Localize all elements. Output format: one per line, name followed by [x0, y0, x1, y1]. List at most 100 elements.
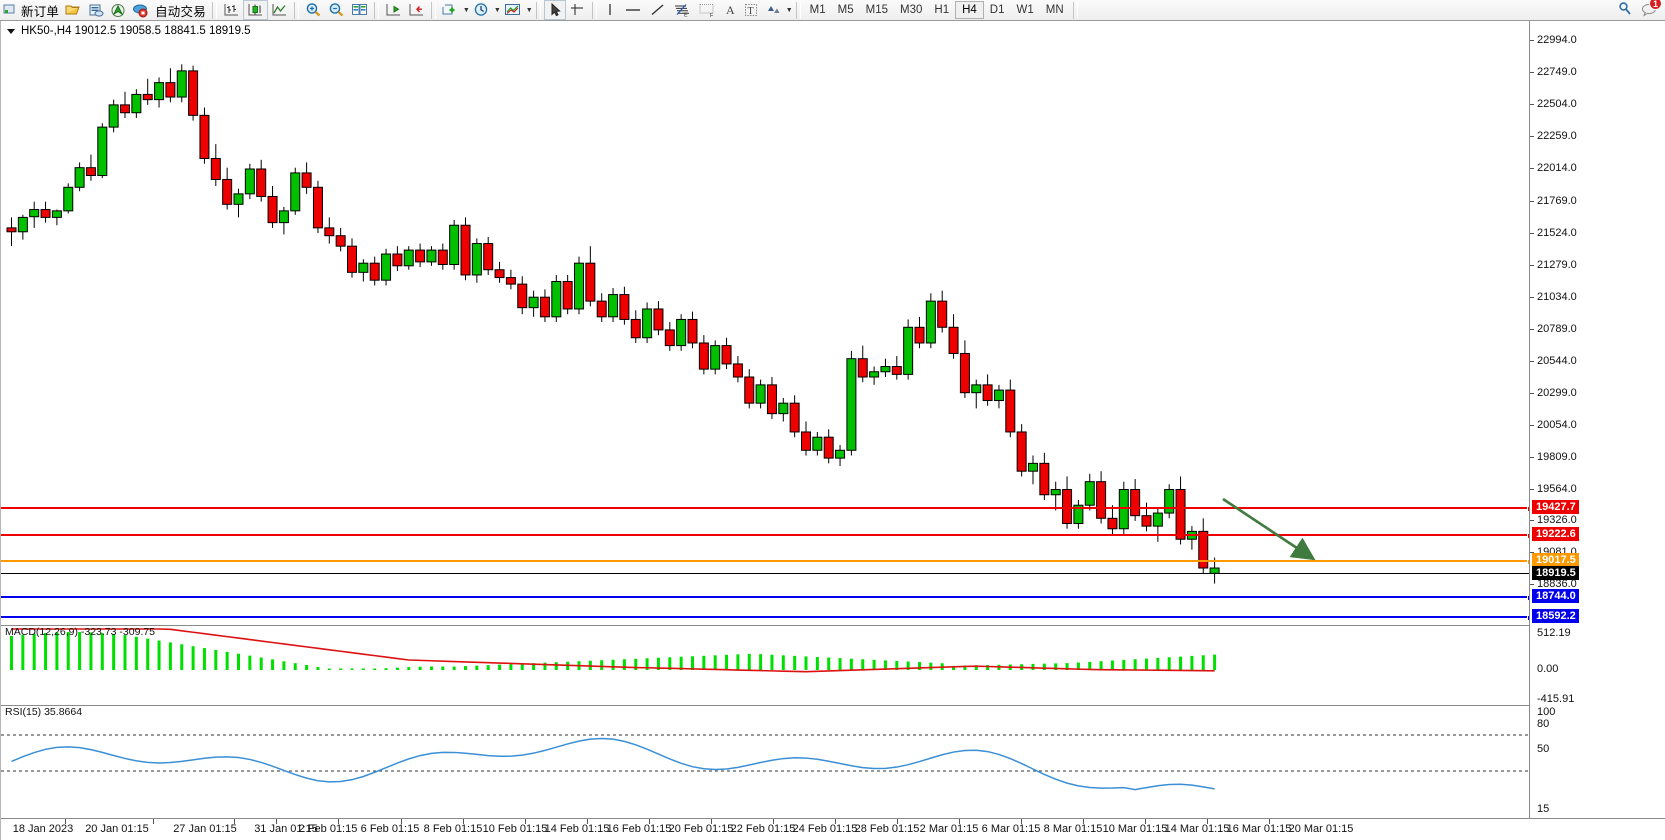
line-drag-handle[interactable]: [1527, 559, 1529, 566]
price-badge-support-line[interactable]: 18592.2: [1532, 609, 1579, 624]
chart-window[interactable]: HK50-,H4 19012.5 19058.5 18841.5 18919.5…: [0, 21, 1665, 840]
timeframe-m15[interactable]: M15: [865, 4, 889, 16]
autotrading-label: 自动交易: [155, 4, 206, 19]
indicators-dropdown-caret[interactable]: ▼: [462, 6, 470, 14]
horizontal-line-icon[interactable]: [620, 0, 646, 20]
resistance-line[interactable]: [1, 505, 1529, 512]
templates-dropdown-caret[interactable]: ▼: [525, 6, 533, 14]
timeframe-m30[interactable]: M30: [900, 4, 923, 16]
time-tick-label: 27 Jan 01:15: [173, 823, 237, 835]
timeframe-m1[interactable]: M1: [809, 4, 826, 16]
time-tick-mark: [773, 819, 774, 824]
time-tick-mark: [711, 819, 712, 824]
time-tick-mark: [1207, 819, 1208, 824]
price-tick-label: 22259.0: [1530, 130, 1577, 142]
notification-badge: 1: [1649, 0, 1662, 10]
time-axis[interactable]: 18 Jan 2023 20 Jan 01:15 27 Jan 01:15 31 Ja…: [1, 818, 1665, 840]
fibonacci-icon[interactable]: E: [670, 0, 694, 20]
toolbar-divider: [211, 1, 217, 19]
collapse-triangle-icon[interactable]: [7, 28, 15, 34]
trend-arrow-annotation[interactable]: [1, 21, 1529, 621]
time-tick-label: 6 Mar 01:15: [981, 823, 1041, 835]
toolbar-divider-5: [535, 1, 541, 19]
timeframe-mn[interactable]: MN: [1045, 4, 1064, 16]
price-tick-label: 22014.0: [1530, 162, 1577, 174]
folder-icon[interactable]: [62, 0, 85, 20]
cursor-icon[interactable]: [543, 0, 566, 20]
time-tick-mark: [234, 819, 235, 824]
price-badge-ask-line[interactable]: 19017.5: [1532, 553, 1579, 568]
time-tick-mark: [649, 819, 650, 824]
time-tick-label: 10 Feb 01:15: [482, 823, 548, 835]
data-window-icon[interactable]: [85, 0, 107, 20]
search-icon[interactable]: [1617, 1, 1633, 20]
periods-icon[interactable]: [470, 0, 493, 20]
resistance-line[interactable]: [1, 532, 1529, 539]
templates-icon[interactable]: [501, 0, 525, 20]
shapes-icon[interactable]: [762, 0, 785, 20]
support-line[interactable]: [1, 595, 1529, 602]
timeframe-d1[interactable]: D1: [989, 4, 1005, 16]
timeframe-w1[interactable]: W1: [1016, 4, 1034, 16]
price-tick-label: 20299.0: [1530, 387, 1577, 399]
price-badge-resistance-line[interactable]: 19222.6: [1532, 526, 1579, 541]
macd-tick-label: 0.00: [1537, 663, 1559, 675]
periods-dropdown-caret[interactable]: ▼: [493, 6, 501, 14]
autotrading-button[interactable]: 自动交易: [152, 0, 209, 20]
zoom-in-icon[interactable]: [302, 0, 325, 20]
price-tick-label: 22749.0: [1530, 66, 1577, 78]
channel-icon[interactable]: F: [694, 0, 720, 20]
time-tick-label: 2 Mar 01:15: [919, 823, 979, 835]
price-badge-resistance-line[interactable]: 19427.7: [1532, 499, 1579, 514]
terminal-icon[interactable]: [129, 0, 152, 20]
chat-icon[interactable]: 1: [1641, 0, 1662, 20]
navigator-icon[interactable]: [107, 0, 129, 20]
line-drag-handle[interactable]: [1527, 532, 1529, 539]
line-drag-handle[interactable]: [1527, 505, 1529, 512]
indicators-icon[interactable]: [439, 0, 462, 20]
trendline-icon[interactable]: [646, 0, 670, 20]
rsi-indicator: [1, 734, 1529, 791]
time-tick-mark: [835, 819, 836, 824]
time-tick-label: 28 Feb 01:15: [854, 823, 920, 835]
toolbar-divider-3: [373, 1, 379, 19]
time-tick-label: 6 Feb 01:15: [360, 823, 420, 835]
price-tick-label: 18836.0: [1530, 578, 1577, 590]
time-tick-label: 2 Feb 01:15: [298, 823, 358, 835]
candle-chart-icon[interactable]: [242, 0, 268, 20]
bid-line[interactable]: [1, 573, 1529, 575]
new-order-icon: [3, 1, 18, 19]
crosshair-icon[interactable]: [566, 0, 589, 20]
time-tick-mark: [1269, 819, 1270, 824]
line-chart-icon[interactable]: [268, 0, 291, 20]
text-box-icon[interactable]: T: [740, 0, 762, 20]
vertical-line-icon[interactable]: [600, 0, 620, 20]
new-order-button[interactable]: 新订单: [0, 0, 62, 20]
macd-tick-label: 512.19: [1537, 627, 1571, 639]
shapes-dropdown-caret[interactable]: ▼: [785, 6, 793, 14]
rsi-tick-label: 50: [1537, 743, 1550, 755]
price-axis[interactable]: 22994.0 22749.0 22504.0 22259.0 22014.0 21769…: [1529, 21, 1665, 818]
zoom-out-icon[interactable]: [325, 0, 348, 20]
macd-tick-label: -415.91: [1537, 693, 1575, 705]
bar-chart-icon[interactable]: [220, 0, 243, 20]
price-tick-label: 21279.0: [1530, 259, 1577, 271]
timeframe-m5[interactable]: M5: [837, 4, 854, 16]
text-label-icon[interactable]: A: [720, 0, 740, 20]
auto-scroll-icon[interactable]: [382, 0, 405, 20]
ask-line[interactable]: [1, 559, 1529, 566]
rsi-pane-divider: [1, 705, 1529, 706]
line-drag-handle[interactable]: [1527, 615, 1529, 622]
support-line[interactable]: [1, 615, 1529, 622]
tile-windows-icon[interactable]: [348, 0, 371, 20]
chart-plot-area[interactable]: HK50-,H4 19012.5 19058.5 18841.5 18919.5…: [1, 21, 1529, 818]
price-badge-bid-line[interactable]: 18919.5: [1532, 566, 1579, 581]
toolbar-divider-2: [293, 1, 299, 19]
toolbar-divider-7: [795, 1, 801, 19]
timeframe-h4[interactable]: H4: [955, 1, 984, 19]
time-tick-mark: [401, 819, 402, 824]
timeframe-h1[interactable]: H1: [934, 4, 950, 16]
chart-shift-icon[interactable]: [405, 0, 428, 20]
line-drag-handle[interactable]: [1527, 595, 1529, 602]
price-badge-support-line[interactable]: 18744.0: [1532, 589, 1579, 604]
